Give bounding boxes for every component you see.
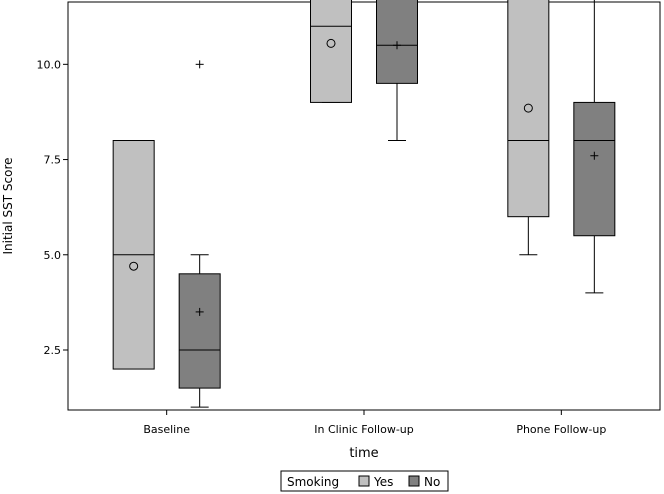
mean-marker-circle <box>326 38 336 48</box>
box-iqr <box>573 101 616 237</box>
x-axis-title: time <box>349 446 378 461</box>
legend-label-yes: Yes <box>373 475 393 489</box>
y-tick-label: 5.0 <box>44 249 62 262</box>
x-axis: Baseline In Clinic Follow-up Phone Follow-… <box>143 410 606 436</box>
mean-marker-circle <box>523 103 533 113</box>
box-no-0 <box>178 60 221 408</box>
legend-swatch-no <box>408 475 420 487</box>
x-tick-label: In Clinic Follow-up <box>314 423 414 436</box>
legend-title: Smoking <box>287 475 339 489</box>
legend-swatch-yes <box>358 475 370 487</box>
box-iqr <box>178 273 221 389</box>
box-series-group <box>112 0 616 408</box>
box-yes-0 <box>112 140 155 370</box>
box-yes-2 <box>507 0 550 256</box>
legend: Smoking Yes No <box>280 470 449 492</box>
box-yes-1 <box>310 0 352 103</box>
x-tick-label: Phone Follow-up <box>516 423 606 436</box>
box-iqr <box>507 0 550 218</box>
x-tick-label: Baseline <box>143 423 190 436</box>
box-no-2 <box>573 0 616 294</box>
box-iqr <box>310 0 352 103</box>
legend-label-no: No <box>424 475 440 489</box>
mean-marker-circle <box>129 261 139 271</box>
y-axis: 2.55.07.510.012.5 <box>37 58 68 357</box>
y-axis-title: Initial SST Score <box>1 157 15 254</box>
box-no-1 <box>376 0 418 142</box>
y-tick-label: 10.0 <box>37 58 62 71</box>
y-tick-label: 7.5 <box>44 154 62 167</box>
y-tick-label: 2.5 <box>44 344 62 357</box>
